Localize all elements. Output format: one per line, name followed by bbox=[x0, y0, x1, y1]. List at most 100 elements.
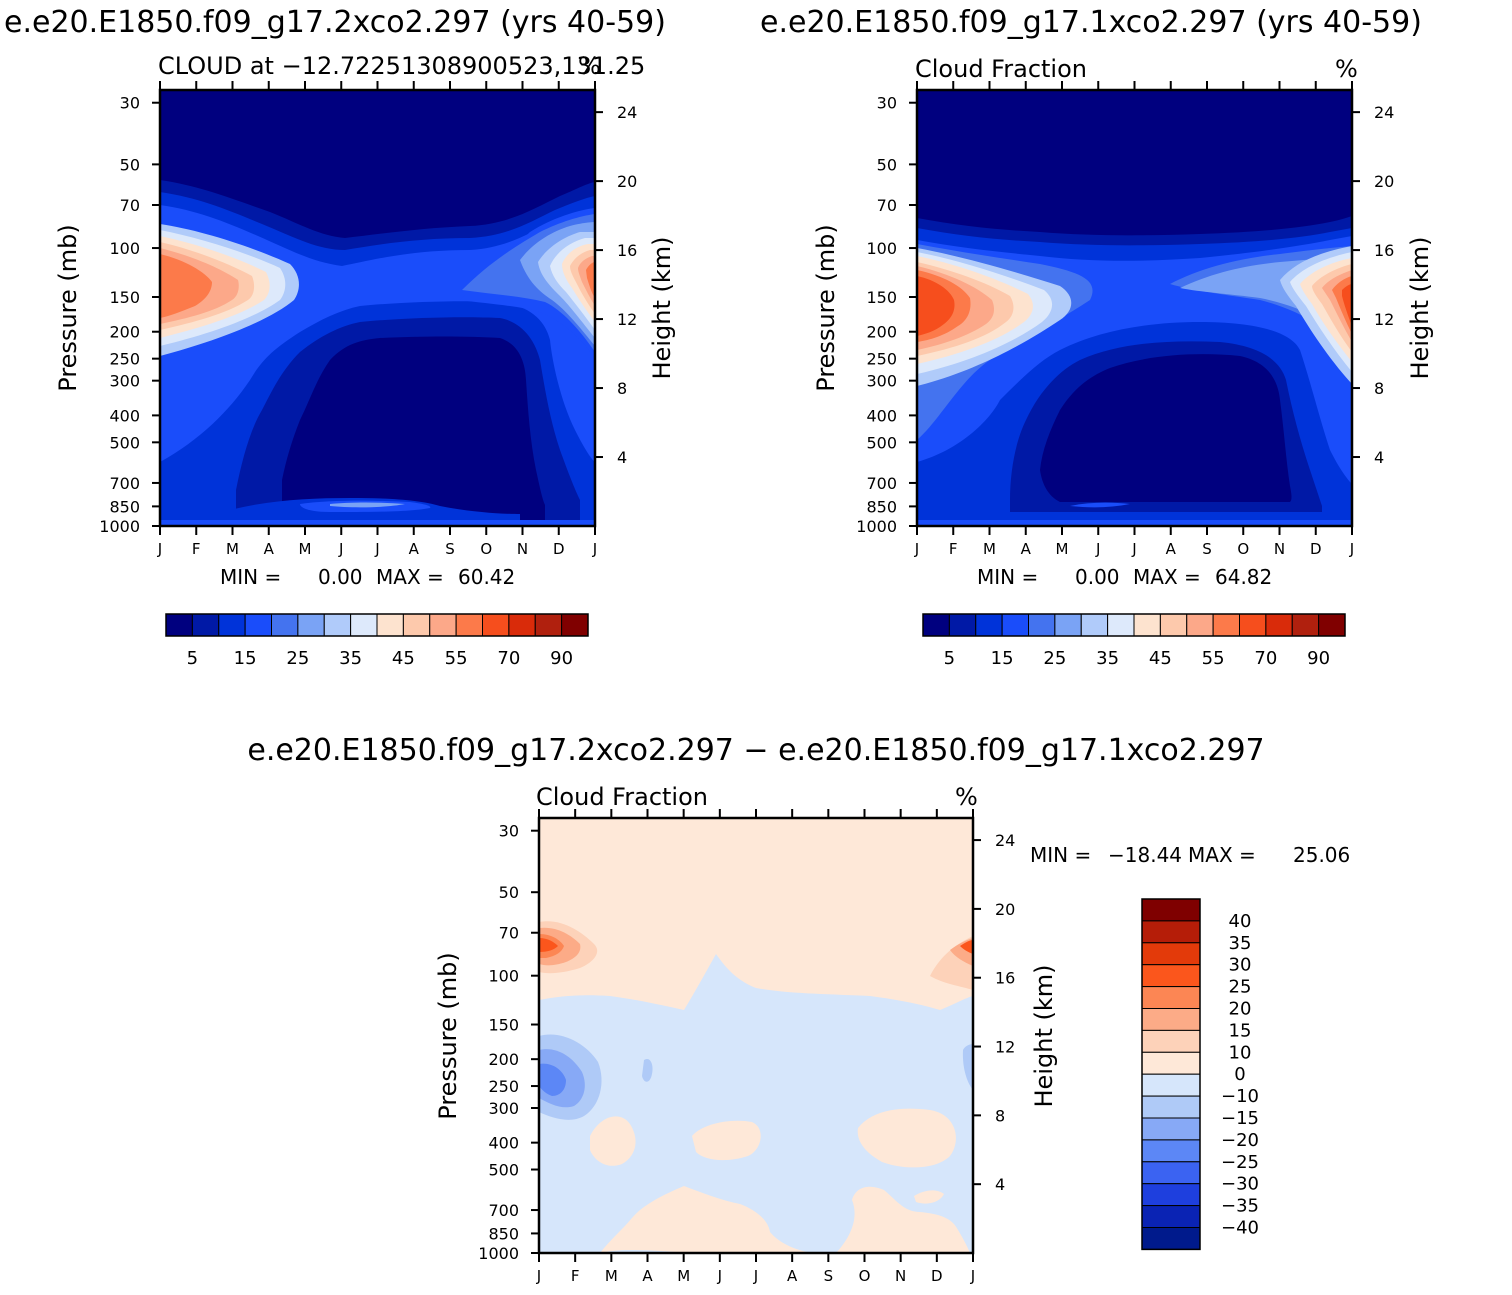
month-label: J bbox=[1349, 540, 1354, 558]
colorbar-label: 25 bbox=[286, 648, 309, 669]
panel-subtitle: Cloud Fraction bbox=[536, 783, 708, 811]
min-value: 0.00 bbox=[318, 565, 363, 589]
min-label: MIN = bbox=[220, 565, 281, 589]
colorbar-label: 30 bbox=[1229, 955, 1252, 976]
panel-subtitle: Cloud Fraction bbox=[915, 55, 1087, 83]
pressure-tick-label: 500 bbox=[488, 1161, 519, 1180]
month-label: O bbox=[859, 1267, 871, 1285]
colorbar-swatch bbox=[1239, 613, 1267, 637]
month-label: S bbox=[824, 1267, 834, 1285]
colorbar-frame bbox=[1141, 898, 1201, 1251]
colorbar-swatch bbox=[191, 613, 220, 637]
colorbar-label: 25 bbox=[1043, 648, 1066, 669]
colorbar-swatch bbox=[1054, 613, 1082, 637]
units-label: % bbox=[1335, 55, 1358, 83]
pressure-tick-label: 700 bbox=[866, 474, 897, 493]
month-label: N bbox=[1274, 540, 1285, 558]
month-label: J bbox=[717, 1267, 722, 1285]
pressure-tick-label: 250 bbox=[866, 350, 897, 369]
max-label: MAX = bbox=[376, 565, 444, 589]
pressure-tick-label: 200 bbox=[109, 323, 140, 342]
units-label: % bbox=[955, 783, 978, 811]
colorbar-swatch bbox=[534, 613, 563, 637]
colorbar-label: 35 bbox=[1229, 933, 1252, 954]
colorbar-swatch bbox=[1080, 613, 1109, 637]
month-label: D bbox=[553, 540, 565, 558]
colorbar-swatch bbox=[350, 613, 378, 637]
month-label: F bbox=[949, 540, 958, 558]
pressure-tick-label: 50 bbox=[877, 155, 897, 174]
month-label: S bbox=[445, 540, 455, 558]
max-label: MAX = bbox=[1133, 565, 1201, 589]
contour-field bbox=[917, 90, 1352, 526]
colorbar-swatch bbox=[455, 613, 483, 637]
pressure-tick-label: 500 bbox=[109, 433, 140, 452]
panel-title: e.e20.E1850.f09_g17.2xco2.297 (yrs 40-59… bbox=[4, 5, 666, 40]
pressure-tick-label: 850 bbox=[109, 497, 140, 516]
colorbar-frame bbox=[922, 613, 1346, 637]
colorbar-swatch bbox=[1141, 1139, 1201, 1163]
y2-axis-label: Height (km) bbox=[1406, 237, 1434, 380]
month-label: O bbox=[480, 540, 492, 558]
colorbar-label: −40 bbox=[1221, 1218, 1259, 1239]
colorbar-label: 25 bbox=[1229, 977, 1252, 998]
pressure-tick-label: 300 bbox=[488, 1099, 519, 1118]
colorbar-label: 45 bbox=[1149, 648, 1172, 669]
month-label: F bbox=[192, 540, 201, 558]
colorbar-swatch bbox=[271, 613, 299, 637]
colorbar-swatch bbox=[1107, 613, 1135, 637]
month-label: J bbox=[536, 1267, 541, 1285]
pressure-tick-label: 250 bbox=[488, 1077, 519, 1096]
colorbar-swatch bbox=[1141, 920, 1201, 944]
panel-subtitle: CLOUD at −12.72251308900523,131.25 bbox=[158, 52, 645, 80]
colorbar-swatch bbox=[1265, 613, 1293, 637]
colorbar-label: 0 bbox=[1234, 1064, 1245, 1085]
month-label: A bbox=[409, 540, 420, 558]
height-tick-label: 16 bbox=[995, 969, 1015, 988]
colorbar-swatch bbox=[1212, 613, 1240, 637]
colorbar-swatch bbox=[1291, 613, 1320, 637]
colorbar-swatch bbox=[1159, 613, 1188, 637]
colorbar-label: −15 bbox=[1221, 1108, 1259, 1129]
height-tick-label: 20 bbox=[1374, 172, 1394, 191]
colorbar-label: 5 bbox=[944, 648, 955, 669]
height-tick-label: 12 bbox=[1374, 310, 1394, 329]
y-axis-label: Pressure (mb) bbox=[54, 224, 82, 391]
colorbar-swatch bbox=[508, 613, 536, 637]
height-tick-label: 16 bbox=[1374, 241, 1394, 260]
month-label: M bbox=[677, 1267, 690, 1285]
month-label: M bbox=[299, 540, 312, 558]
pressure-tick-label: 500 bbox=[866, 433, 897, 452]
colorbar-swatch bbox=[1141, 1008, 1201, 1031]
max-value: 60.42 bbox=[458, 565, 515, 589]
month-label: A bbox=[787, 1267, 798, 1285]
month-label: J bbox=[1131, 540, 1136, 558]
pressure-tick-label: 400 bbox=[109, 406, 140, 425]
colorbar-swatch bbox=[1141, 1029, 1201, 1053]
contour-field bbox=[539, 818, 973, 1253]
height-tick-label: 8 bbox=[617, 379, 627, 398]
colorbar-swatch bbox=[1141, 942, 1201, 966]
colorbar-label: 5 bbox=[187, 648, 198, 669]
height-tick-label: 8 bbox=[995, 1106, 1005, 1125]
month-label: J bbox=[338, 540, 343, 558]
colorbar-swatch bbox=[948, 613, 977, 637]
panel-1xco2: e.e20.E1850.f09_g17.1xco2.297 (yrs 40-59… bbox=[760, 5, 1434, 669]
colorbar-swatch bbox=[1141, 986, 1201, 1009]
colorbar-frame bbox=[165, 613, 589, 637]
pressure-tick-label: 150 bbox=[488, 1016, 519, 1035]
month-label: J bbox=[1095, 540, 1100, 558]
colorbar-label: 35 bbox=[1096, 648, 1119, 669]
month-label: A bbox=[1166, 540, 1177, 558]
panel-title: e.e20.E1850.f09_g17.1xco2.297 (yrs 40-59… bbox=[760, 5, 1422, 40]
height-tick-label: 24 bbox=[617, 103, 637, 122]
pressure-tick-label: 100 bbox=[109, 239, 140, 258]
height-tick-label: 20 bbox=[995, 900, 1015, 919]
colorbar-label: −20 bbox=[1221, 1130, 1259, 1151]
max-value: 25.06 bbox=[1293, 843, 1350, 867]
pressure-tick-label: 850 bbox=[866, 497, 897, 516]
month-label: J bbox=[374, 540, 379, 558]
colorbar: 5 15 25 35 45 55 70 90 bbox=[922, 613, 1346, 669]
pressure-tick-label: 30 bbox=[499, 822, 519, 841]
pressure-tick-label: 250 bbox=[109, 350, 140, 369]
